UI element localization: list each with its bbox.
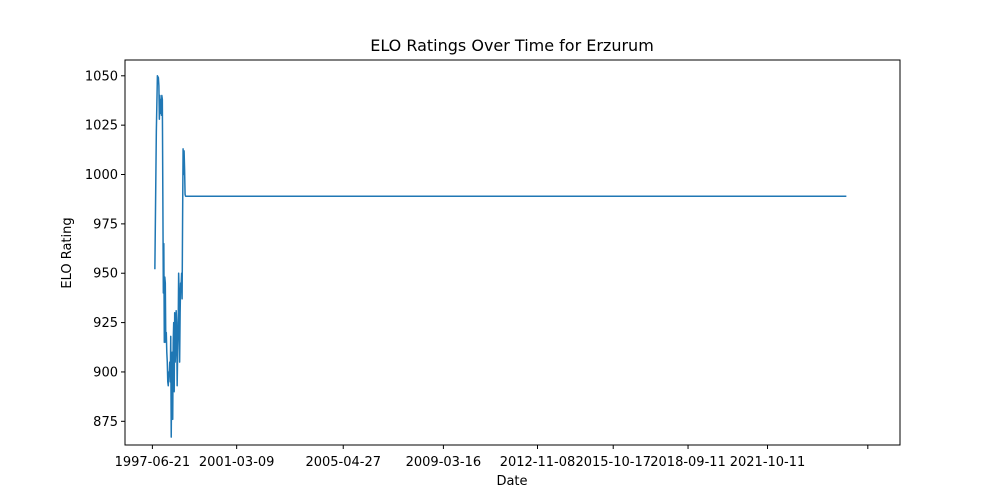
x-tick-label: 2012-11-08	[500, 455, 576, 470]
y-tick-label: 950	[93, 267, 118, 282]
y-tick-label: 925	[93, 316, 118, 331]
x-tick-label: 2005-04-27	[305, 455, 381, 470]
chart-title: ELO Ratings Over Time for Erzurum	[370, 36, 654, 55]
x-tick-label: 2015-10-17	[575, 455, 651, 470]
y-tick-label: 1050	[85, 69, 118, 84]
x-axis: 1997-06-21 2001-03-09 2005-04-27 2009-03-16…	[115, 445, 869, 470]
x-tick-label: 2001-03-09	[199, 455, 275, 470]
x-tick-label: 2018-09-11	[650, 455, 726, 470]
y-tick-label: 1000	[85, 168, 118, 183]
y-tick-label: 1025	[85, 119, 118, 134]
series-line-0	[154, 75, 847, 438]
plot-frame	[124, 59, 901, 446]
x-axis-label: Date	[496, 474, 527, 489]
x-tick-label: 2021-10-11	[730, 455, 806, 470]
y-tick-label: 975	[93, 217, 118, 232]
y-axis-label: ELO Rating	[60, 217, 75, 288]
plot-area	[154, 75, 847, 438]
y-axis: 875 900 925 950 975 1000 1025 1050	[85, 69, 125, 430]
y-tick-label: 875	[93, 415, 118, 430]
x-tick-label: 2009-03-16	[406, 455, 482, 470]
y-tick-label: 900	[93, 365, 118, 380]
x-tick-label: 1997-06-21	[115, 455, 191, 470]
